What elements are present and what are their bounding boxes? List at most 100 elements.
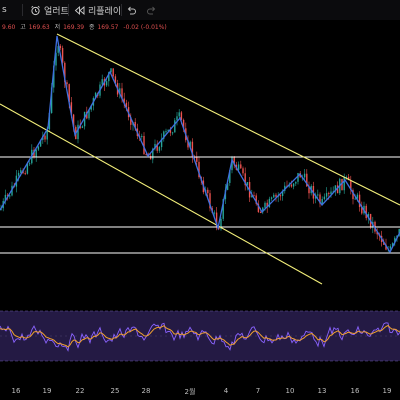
candle-body	[86, 111, 88, 119]
candle-body	[343, 177, 345, 191]
candle-body	[391, 243, 394, 247]
candle-body	[222, 199, 224, 219]
toolbar-divider	[121, 4, 122, 16]
candle-body	[306, 173, 308, 187]
candle-body	[66, 82, 68, 85]
candle-body	[141, 136, 143, 138]
candle-body	[218, 227, 220, 230]
channel-lower-line	[0, 103, 323, 285]
candle-body	[352, 190, 354, 200]
edge-label: s	[2, 5, 7, 15]
candle-body	[334, 185, 337, 192]
candle-body	[50, 87, 53, 113]
candle-body	[341, 178, 343, 191]
candle-body	[268, 198, 271, 208]
candle-body	[169, 129, 172, 133]
candle-body	[317, 194, 319, 196]
candle-body	[242, 168, 244, 174]
candle-body	[336, 185, 339, 194]
candle-body	[215, 212, 218, 228]
candle-body	[240, 164, 242, 169]
candle-body	[4, 194, 7, 201]
time-axis-label: 16	[350, 387, 360, 395]
undo-icon	[126, 5, 137, 16]
candle-body	[68, 84, 70, 103]
high-value: 169.63	[28, 24, 50, 31]
candle-body	[88, 109, 90, 119]
candle-body	[108, 72, 110, 82]
candle-body	[229, 170, 231, 183]
candle-body	[57, 46, 59, 53]
candle-body	[39, 139, 42, 147]
candle-body	[77, 124, 79, 140]
candle-body	[20, 170, 22, 173]
low-value: 169.39	[63, 24, 85, 31]
candle-body	[134, 122, 136, 129]
undo-button[interactable]	[126, 2, 137, 18]
candle-body	[110, 68, 112, 73]
open-value: 9.60	[2, 24, 16, 31]
candle-body	[259, 212, 262, 214]
candle-body	[385, 244, 387, 250]
redo-button[interactable]	[146, 2, 157, 18]
candle-body	[101, 79, 103, 85]
candle-body	[207, 189, 209, 194]
candle-body	[35, 149, 37, 158]
candle-body	[152, 148, 154, 160]
candle-body	[376, 231, 378, 235]
candle-body	[231, 157, 233, 171]
candle-body	[356, 194, 359, 199]
time-axis-label: 10	[285, 387, 295, 395]
candle-body	[61, 48, 64, 63]
candle-body	[176, 116, 178, 121]
candle-body	[262, 207, 264, 213]
candle-body	[209, 193, 211, 209]
candle-body	[292, 183, 295, 187]
price-chart[interactable]	[0, 28, 400, 288]
candle-body	[246, 182, 249, 186]
time-axis: 16 19 22 25 28 2월 4 7 10 13 16 19	[0, 385, 400, 400]
candle-body	[6, 194, 9, 196]
candle-body	[196, 157, 198, 162]
candle-body	[308, 186, 310, 194]
candle-body	[154, 143, 156, 149]
time-axis-label: 2월	[184, 388, 196, 396]
replay-button[interactable]: 리플레이	[74, 2, 121, 18]
candle-body	[233, 157, 235, 165]
change-value: -0.02 (-0.01%)	[123, 24, 167, 31]
candle-body	[226, 182, 229, 190]
rewind-icon	[74, 5, 85, 16]
candle-body	[354, 198, 356, 200]
redo-icon	[146, 5, 157, 16]
alert-button[interactable]: 얼러트	[30, 2, 69, 18]
time-axis-label: 16	[11, 387, 21, 395]
time-axis-label: 19	[42, 387, 52, 395]
time-axis-label: 22	[75, 387, 85, 395]
candle-body	[281, 190, 284, 197]
candle-body	[220, 218, 222, 230]
toolbar-divider	[68, 4, 69, 16]
candle-body	[156, 143, 158, 151]
candle-body	[361, 206, 363, 214]
candle-body	[83, 111, 86, 127]
candle-body	[275, 194, 277, 197]
time-axis-label: 19	[382, 387, 392, 395]
oscillator-panel[interactable]	[0, 290, 400, 385]
candle-body	[72, 114, 75, 127]
candle-body	[9, 195, 11, 197]
candle-body	[94, 92, 97, 99]
high-label: 고	[20, 24, 26, 31]
candle-body	[321, 199, 323, 204]
time-axis-label: 4	[223, 387, 229, 395]
candle-body	[273, 194, 275, 198]
candle-body	[53, 65, 55, 88]
candle-body	[180, 112, 183, 120]
candle-body	[330, 191, 332, 195]
candle-body	[167, 129, 169, 132]
toolbar-divider	[22, 4, 23, 16]
candle-body	[28, 163, 31, 165]
candle-body	[46, 129, 48, 140]
candle-body	[394, 237, 396, 244]
candle-body	[130, 117, 132, 125]
